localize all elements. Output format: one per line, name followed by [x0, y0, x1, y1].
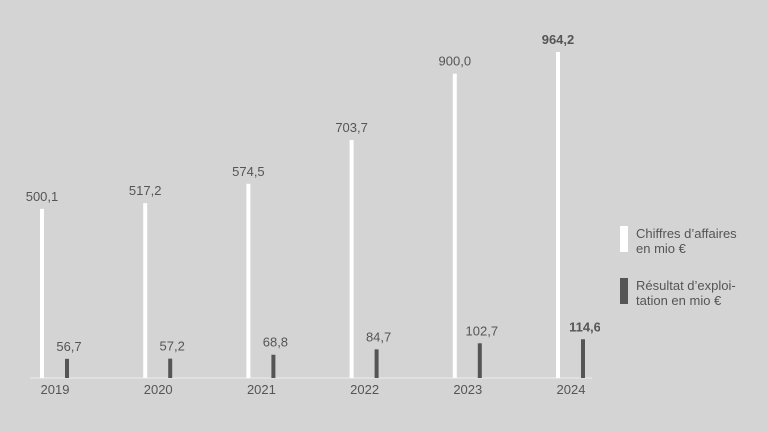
x-tick-label: 2020: [144, 382, 173, 397]
legend-item: Chiffres d’affaires en mio €: [620, 226, 750, 256]
bar: [374, 349, 379, 378]
x-tick-label: 2019: [41, 382, 70, 397]
bar: [40, 208, 44, 378]
value-label: 500,1: [26, 189, 59, 204]
legend-label: Résultat d’exploi­tation en mio €: [636, 278, 736, 308]
x-tick-label: 2022: [350, 382, 379, 397]
value-label: 900,0: [439, 54, 472, 69]
legend: Chiffres d’affaires en mio € Résultat d’e…: [620, 226, 750, 330]
bar: [168, 358, 173, 378]
bar: [581, 339, 585, 378]
value-label: 56,7: [56, 339, 81, 354]
bar: [556, 52, 560, 378]
value-label: 57,2: [160, 339, 185, 354]
value-label: 964,2: [542, 32, 575, 47]
legend-swatch: [620, 226, 628, 252]
bar: [271, 354, 276, 378]
x-tick-label: 2024: [557, 382, 586, 397]
bar: [143, 203, 148, 378]
bar: [349, 140, 354, 378]
value-label: 114,6: [569, 319, 600, 334]
value-label: 574,5: [232, 164, 265, 179]
bar: [65, 358, 69, 378]
value-label: 102,7: [466, 323, 499, 338]
value-label: 84,7: [366, 329, 391, 344]
legend-item: Résultat d’exploi­tation en mio €: [620, 278, 750, 308]
value-label: 517,2: [129, 183, 162, 198]
chart: 2019 500,1 56,7 2020 517,2 57,2 2021 574,5 68,8 2…: [26, 32, 601, 397]
x-tick-label: 2023: [453, 382, 482, 397]
value-label: 703,7: [335, 120, 368, 135]
bar: [246, 183, 251, 378]
bar: [477, 343, 482, 378]
legend-label: Chiffres d’affaires en mio €: [636, 226, 737, 256]
value-label: 68,8: [263, 335, 288, 350]
bar: [452, 73, 457, 378]
x-tick-label: 2021: [247, 382, 276, 397]
legend-swatch: [620, 278, 628, 304]
